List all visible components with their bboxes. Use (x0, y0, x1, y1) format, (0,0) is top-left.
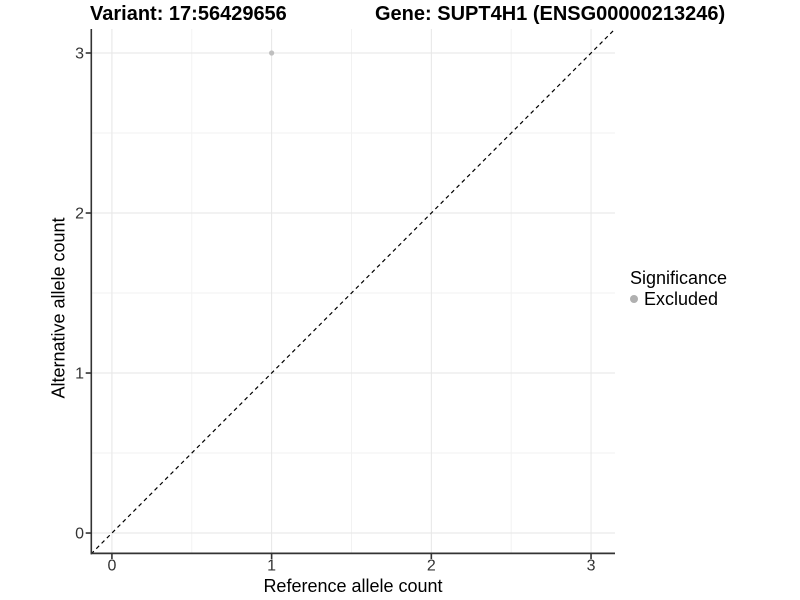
data-point (269, 50, 275, 56)
plot-title-gene: Gene: SUPT4H1 (ENSG00000213246) (375, 3, 726, 25)
x-axis-title: Reference allele count (263, 576, 443, 596)
x-tick-label: 0 (107, 558, 116, 575)
y-tick-label: 1 (75, 366, 84, 383)
y-tick-label: 2 (75, 206, 84, 223)
y-tick-label: 3 (75, 46, 84, 63)
legend-key-point-icon (630, 295, 638, 303)
legend-item-excluded: Excluded (630, 289, 727, 309)
identity-line (90, 28, 616, 555)
x-tick-label: 1 (267, 558, 276, 575)
legend-item-label: Excluded (644, 289, 719, 309)
x-tick-label: 2 (427, 558, 436, 575)
y-axis-title: Alternative allele count (48, 217, 69, 399)
legend: Significance Excluded (630, 268, 727, 309)
y-tick-label: 0 (75, 526, 84, 543)
legend-title: Significance (630, 268, 728, 288)
plot-title-variant: Variant: 17:56429656 (90, 3, 287, 25)
x-tick-label: 3 (587, 558, 596, 575)
